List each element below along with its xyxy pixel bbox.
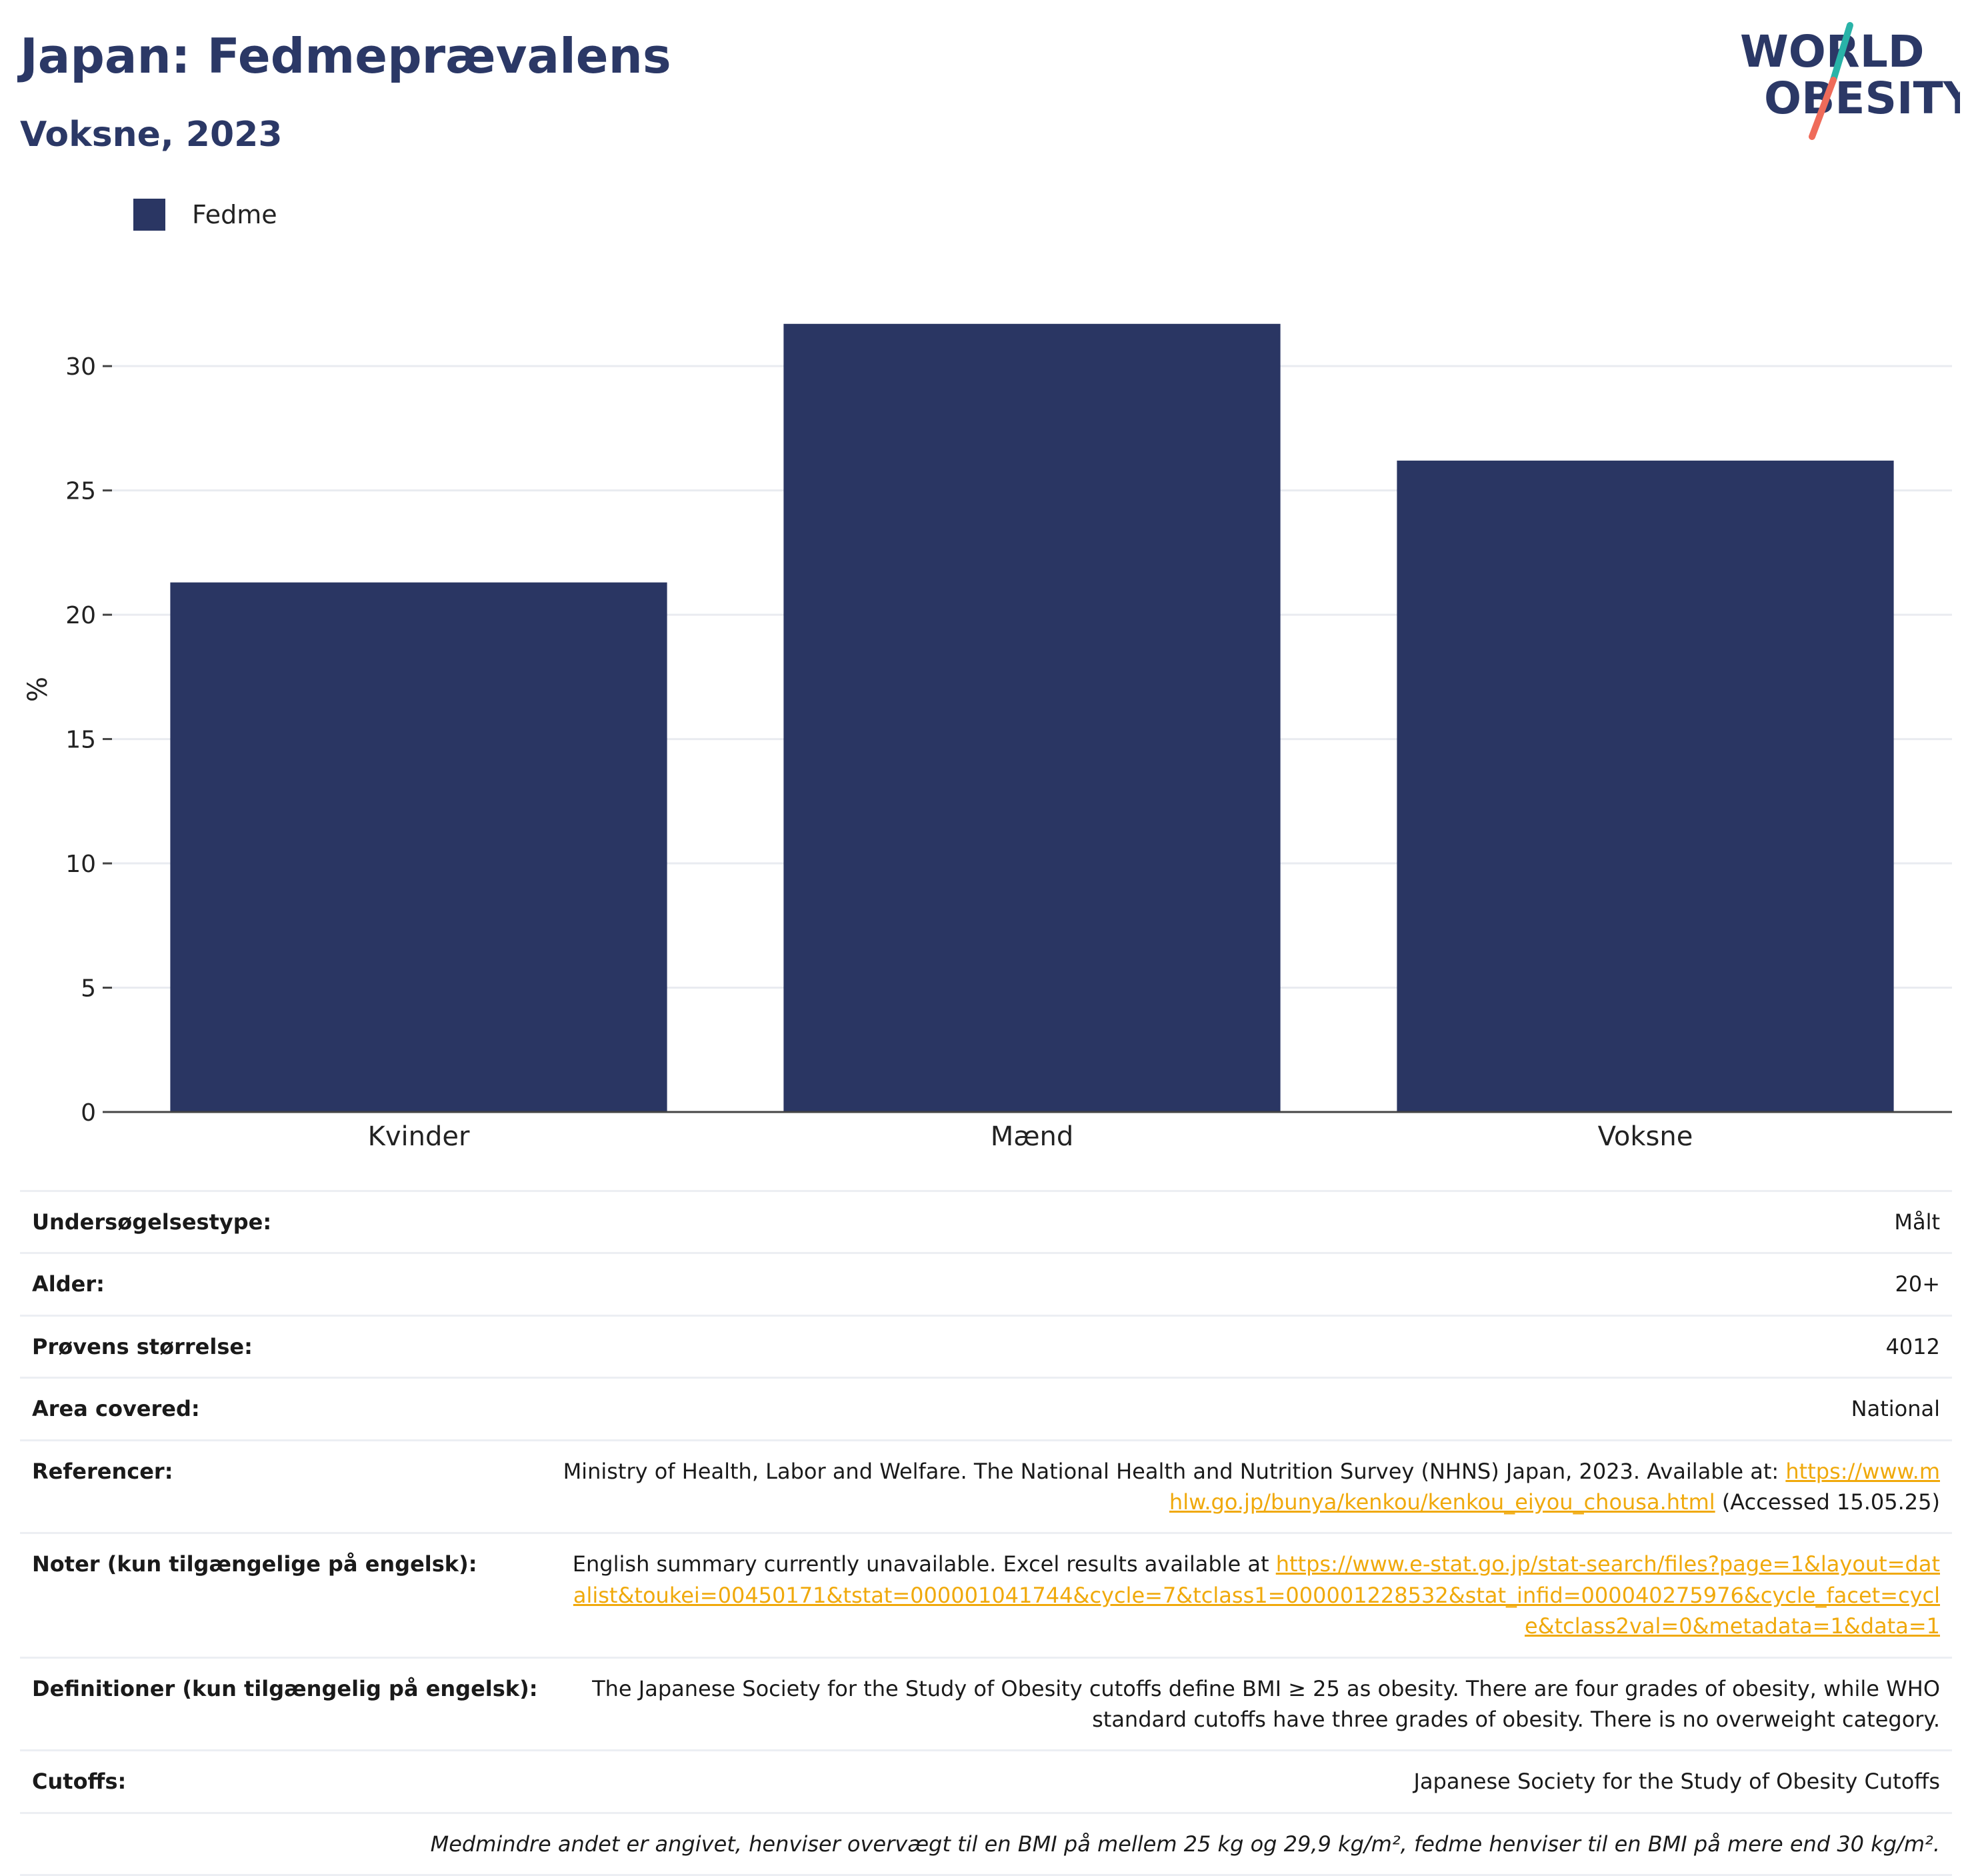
logo-slash-coral (1809, 77, 1837, 140)
page-title: Japan: Fedmeprævalens (20, 28, 671, 84)
y-tick-label: 0 (81, 1099, 96, 1127)
x-tick-label: Voksne (1598, 1121, 1693, 1152)
x-tick-label: Kvinder (368, 1121, 470, 1152)
info-value: Ministry of Health, Labor and Welfare. T… (549, 1439, 1952, 1533)
info-label: Referencer: (20, 1439, 550, 1533)
info-label: Definitioner (kun tilgængelig på engelsk… (20, 1656, 550, 1751)
info-value: 20+ (549, 1252, 1952, 1316)
info-label: Area covered: (20, 1377, 550, 1441)
info-row-sample-size: Prøvens størrelse: 4012 (20, 1314, 1952, 1378)
y-tick-label: 25 (65, 478, 96, 505)
info-label: Undersøgelsestype: (20, 1189, 550, 1253)
x-tick-label: Mænd (991, 1121, 1074, 1152)
references-link[interactable]: https://www.mhlw.go.jp/bunya/kenkou/kenk… (1169, 1458, 1940, 1515)
info-row-cutoffs: Cutoffs: Japanese Society for the Study … (20, 1749, 1952, 1813)
info-row-footnote: Medmindre andet er angivet, henviser ove… (20, 1811, 1952, 1876)
y-tick-label: 20 (65, 602, 96, 629)
page-subtitle: Voksne, 2023 (20, 115, 283, 155)
notes-text: English summary currently unavailable. E… (572, 1551, 1276, 1577)
y-tick-label: 15 (65, 727, 96, 754)
y-tick-label: 5 (81, 975, 96, 1003)
info-row-definitions: Definitioner (kun tilgængelig på engelsk… (20, 1656, 1952, 1751)
info-value: Målt (549, 1189, 1952, 1253)
info-table: Undersøgelsestype: Målt Alder: 20+ Prøve… (20, 1189, 1952, 1876)
y-axis-label: % (23, 677, 53, 702)
info-row-area: Area covered: National (20, 1377, 1952, 1441)
info-row-notes: Noter (kun tilgængelige på engelsk): Eng… (20, 1532, 1952, 1658)
logo-text-world: WORLD (1740, 26, 1925, 77)
info-value: The Japanese Society for the Study of Ob… (549, 1656, 1952, 1751)
bar (170, 582, 667, 1112)
info-value: Japanese Society for the Study of Obesit… (549, 1749, 1952, 1813)
y-tick-label: 10 (65, 851, 96, 878)
info-label: Alder: (20, 1252, 550, 1316)
info-value: English summary currently unavailable. E… (549, 1532, 1952, 1658)
bar-chart: 0 5 10 15 20 25 30% Kvinder Mænd Voksne (23, 323, 1952, 1152)
info-row-survey-type: Undersøgelsestype: Målt (20, 1189, 1952, 1253)
logo-text-obesity: OBESITY (1764, 73, 1960, 124)
legend-label: Fedme (192, 200, 277, 229)
info-row-references: Referencer: Ministry of Health, Labor an… (20, 1439, 1952, 1533)
logo-slash-teal (1830, 22, 1853, 83)
world-obesity-logo: WORLD OBESITY (1740, 22, 1960, 140)
info-label: Noter (kun tilgængelige på engelsk): (20, 1532, 550, 1658)
bar (783, 323, 1281, 1112)
footnote: Medmindre andet er angivet, henviser ove… (20, 1811, 1952, 1876)
bar (1397, 460, 1894, 1112)
references-text: Ministry of Health, Labor and Welfare. T… (563, 1458, 1786, 1484)
info-value: 4012 (549, 1314, 1952, 1378)
info-label: Prøvens størrelse: (20, 1314, 550, 1378)
y-tick-label: 30 (65, 353, 96, 381)
chart-legend: Fedme (133, 199, 277, 231)
info-label: Cutoffs: (20, 1749, 550, 1813)
references-suffix: (Accessed 15.05.25) (1715, 1489, 1940, 1515)
notes-link[interactable]: https://www.e-stat.go.jp/stat-search/fil… (573, 1551, 1940, 1639)
info-row-age: Alder: 20+ (20, 1252, 1952, 1316)
legend-swatch (133, 199, 165, 231)
info-value: National (549, 1377, 1952, 1441)
